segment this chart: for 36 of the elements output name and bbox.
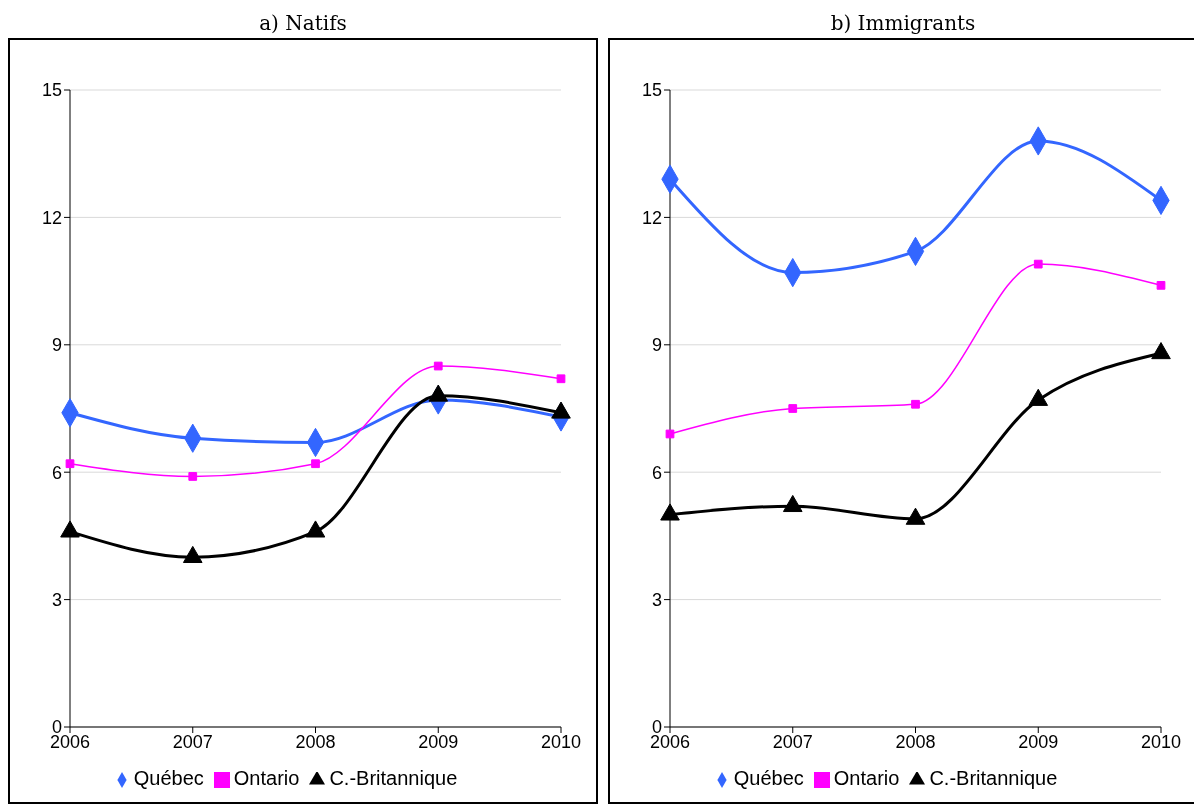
y-tick-label: 12 <box>641 207 662 228</box>
chart-title: a) Natifs <box>258 10 348 37</box>
point <box>1033 259 1043 269</box>
point <box>782 494 803 513</box>
x-tick-label: 2010 <box>1140 731 1182 752</box>
x-tick-label: 2009 <box>418 731 459 752</box>
y-tick-label: 15 <box>641 80 662 101</box>
x-tick-label: 2008 <box>295 731 336 752</box>
point <box>1151 342 1171 360</box>
chart-title: b) Immigrants <box>829 10 977 37</box>
y-tick-label: 9 <box>651 335 662 356</box>
y-tick-label: 9 <box>51 335 62 356</box>
y-tick-label: 6 <box>651 462 662 483</box>
y-tick-label: 3 <box>51 589 62 610</box>
legend-label: Québec <box>733 767 804 789</box>
point <box>660 503 680 521</box>
y-tick-label: 15 <box>41 80 62 101</box>
point <box>665 429 675 439</box>
point <box>788 404 798 413</box>
legend-label: C.-Britannique <box>329 767 458 789</box>
legend-label: Ontario <box>233 767 300 789</box>
point <box>1028 388 1049 406</box>
legend-label: Ontario <box>833 767 900 789</box>
y-tick-label: 3 <box>651 589 662 610</box>
point <box>905 507 926 525</box>
point <box>1156 280 1166 290</box>
x-tick-label: 2007 <box>772 731 813 752</box>
x-tick-label: 2009 <box>1018 731 1059 752</box>
x-tick-label: 2007 <box>172 731 213 752</box>
x-tick-label: 2010 <box>540 731 582 752</box>
legend-label: C.-Britannique <box>929 767 1058 789</box>
y-tick-label: 12 <box>41 207 62 228</box>
point <box>911 399 920 409</box>
x-tick-label: 2008 <box>895 731 936 752</box>
legend-label: Québec <box>133 767 204 789</box>
y-tick-label: 6 <box>51 462 62 483</box>
